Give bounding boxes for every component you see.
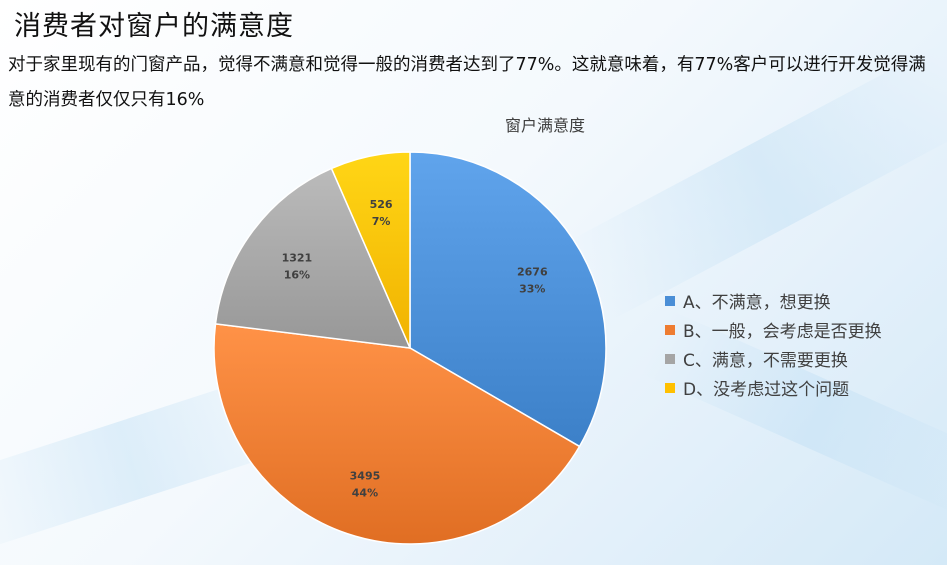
slice-value-label: 526 [370, 198, 393, 211]
legend-item: D、没考虑过这个问题 [665, 373, 882, 402]
pie-slice [330, 151, 411, 349]
legend-label: C、满意，不需要更换 [683, 351, 848, 371]
legend-swatch [665, 295, 675, 306]
slice-percent-label: 44% [352, 487, 378, 500]
legend-item: B、一般，会考虑是否更换 [665, 315, 882, 344]
slide-title: 消费者对窗户的满意度 [14, 11, 294, 42]
legend-item: C、满意，不需要更换 [665, 344, 882, 373]
pie-slice [409, 151, 607, 448]
pie-slice [213, 323, 581, 545]
legend-swatch [665, 353, 675, 364]
chart-legend: A、不满意，想更换 B、一般，会考虑是否更换 C、满意，不需要更换 D、没考虑过这个问… [665, 286, 882, 402]
slide-description: 对于家里现有的门窗产品，觉得不满意和觉得一般的消费者达到了77%。这就意味着，有… [8, 55, 926, 110]
slice-percent-label: 7% [372, 215, 391, 228]
legend-item: A、不满意，想更换 [665, 286, 882, 315]
slice-value-label: 3495 [350, 470, 381, 483]
slice-percent-label: 33% [519, 283, 545, 296]
legend-label: B、一般，会考虑是否更换 [683, 322, 882, 342]
legend-swatch [665, 382, 675, 393]
legend-label: D、没考虑过这个问题 [683, 380, 850, 400]
chart-title: 窗户满意度 [504, 116, 585, 135]
pie-slice [214, 167, 412, 349]
slice-value-label: 1321 [282, 252, 313, 265]
slice-value-label: 2676 [517, 266, 548, 279]
slice-percent-label: 16% [284, 269, 310, 282]
legend-label: A、不满意，想更换 [683, 293, 831, 313]
legend-swatch [665, 324, 675, 335]
